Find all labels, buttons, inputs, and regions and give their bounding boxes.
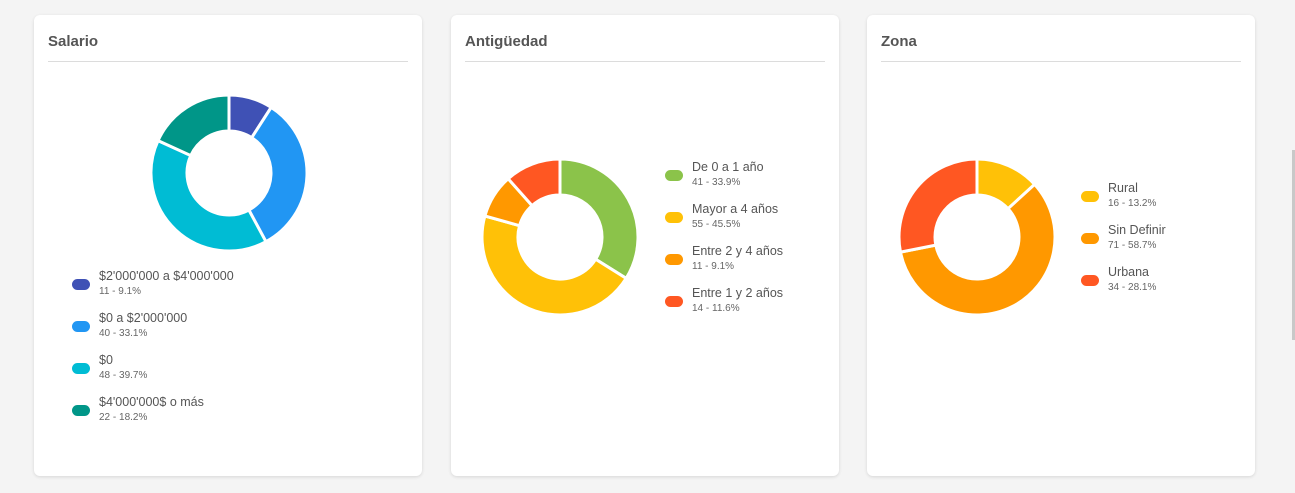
legend-item[interactable]: Entre 1 y 2 años 14 - 11.6% [665,286,835,328]
legend-swatch [72,405,90,416]
donut-slice[interactable] [558,158,639,281]
legend-value: 22 - 18.2% [99,412,148,423]
legend-value: 14 - 11.6% [692,303,740,314]
legend-value: 48 - 39.7% [99,370,148,381]
legend-swatch [72,321,90,332]
legend-item[interactable]: De 0 a 1 año 41 - 33.9% [665,160,835,202]
legend-label: $0 [99,353,113,367]
legend-value: 34 - 28.1% [1108,282,1157,293]
legend-label: Entre 1 y 2 años [692,286,784,300]
chart-card-zona: Zona Rural 16 - 13.2% Sin Definir 71 - 58.7… [867,15,1255,476]
legend-value: 11 - 9.1% [692,261,735,272]
legend-swatch [72,279,90,290]
legend-value: 41 - 33.9% [692,177,741,188]
legend-label: Rural [1108,181,1138,195]
legend-label: De 0 a 1 año [692,160,764,174]
donut-chart [150,94,308,252]
donut-chart [481,158,639,316]
legend-value: 55 - 45.5% [692,219,741,230]
legend-label: Mayor a 4 años [692,202,779,216]
chart-legend: Rural 16 - 13.2% Sin Definir 71 - 58.7% Urba… [1081,181,1251,307]
card-divider [465,61,825,62]
chart-legend: $2'000'000 a $4'000'000 11 - 9.1% $0 a $2'… [72,269,402,437]
scrollbar[interactable] [1292,150,1295,340]
legend-item[interactable]: Urbana 34 - 28.1% [1081,265,1251,307]
donut-chart [898,158,1056,316]
legend-item[interactable]: $4'000'000$ o más 22 - 18.2% [72,395,402,437]
donut-slice[interactable] [156,94,231,158]
legend-swatch [665,212,683,223]
legend-item[interactable]: $0 a $2'000'000 40 - 33.1% [72,311,402,353]
legend-item[interactable]: Sin Definir 71 - 58.7% [1081,223,1251,265]
chart-card-antiguedad: Antigüedad De 0 a 1 año 41 - 33.9% Mayor a… [451,15,839,476]
legend-label: $2'000'000 a $4'000'000 [99,269,234,283]
legend-value: 40 - 33.1% [99,328,148,339]
legend-value: 11 - 9.1% [99,286,142,297]
legend-swatch [1081,233,1099,244]
card-divider [881,61,1241,62]
donut-slice[interactable] [150,138,268,252]
card-divider [48,61,408,62]
donut-slice[interactable] [506,158,562,208]
legend-label: $4'000'000$ o más [99,395,204,409]
card-title: Salario [48,33,99,50]
chart-card-salario: Salario $2'000'000 a $4'000'000 11 - 9.1%… [34,15,422,476]
legend-value: 16 - 13.2% [1108,198,1157,209]
legend-swatch [665,170,683,181]
legend-item[interactable]: $2'000'000 a $4'000'000 11 - 9.1% [72,269,402,311]
legend-label: Urbana [1108,265,1149,279]
donut-slice[interactable] [246,105,308,244]
card-title: Antigüedad [465,33,548,50]
legend-item[interactable]: Entre 2 y 4 años 11 - 9.1% [665,244,835,286]
chart-legend: De 0 a 1 año 41 - 33.9% Mayor a 4 años 55 -… [665,160,835,328]
legend-swatch [665,254,683,265]
legend-swatch [665,296,683,307]
legend-item[interactable]: $0 48 - 39.7% [72,353,402,395]
donut-slice[interactable] [898,158,979,254]
legend-label: Entre 2 y 4 años [692,244,784,258]
card-title: Zona [881,33,917,50]
legend-value: 71 - 58.7% [1108,240,1157,251]
donut-slice[interactable] [898,182,1056,316]
legend-swatch [1081,275,1099,286]
legend-item[interactable]: Rural 16 - 13.2% [1081,181,1251,223]
legend-swatch [1081,191,1099,202]
legend-item[interactable]: Mayor a 4 años 55 - 45.5% [665,202,835,244]
legend-label: Sin Definir [1108,223,1166,237]
donut-slice[interactable] [481,214,629,316]
legend-label: $0 a $2'000'000 [99,311,188,325]
legend-swatch [72,363,90,374]
